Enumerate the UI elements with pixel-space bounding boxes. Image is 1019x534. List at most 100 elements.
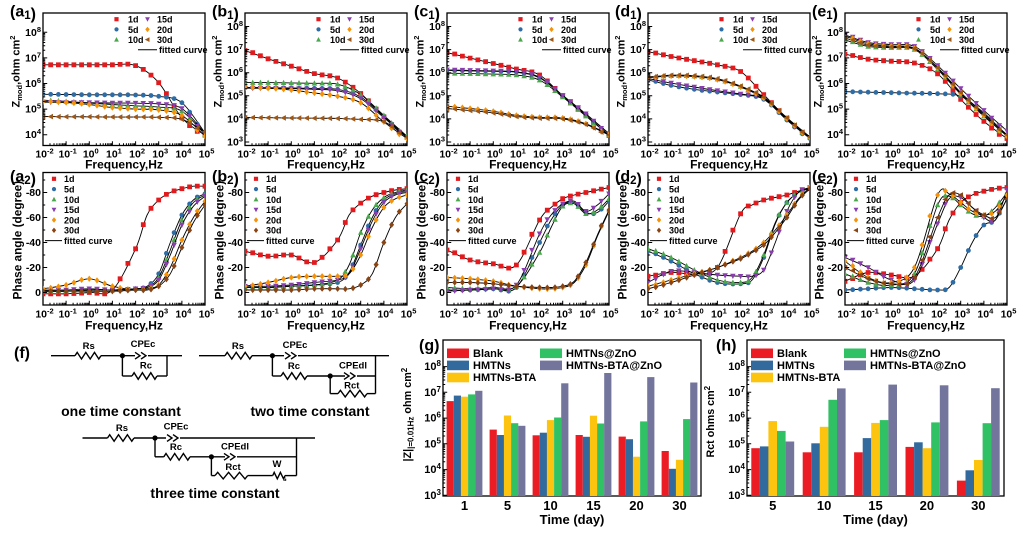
svg-text:20d: 20d (157, 25, 173, 35)
svg-text:-40: -40 (26, 237, 41, 249)
svg-text:Time (day): Time (day) (843, 512, 908, 527)
svg-text:s: s (283, 476, 287, 483)
svg-text:-80: -80 (631, 187, 646, 199)
svg-text:30d: 30d (64, 226, 80, 236)
svg-text:5: 5 (504, 498, 511, 513)
svg-text:Frequency,Hz: Frequency,Hz (690, 319, 768, 333)
svg-text:1d: 1d (128, 15, 139, 25)
svg-text:20: 20 (920, 498, 934, 513)
svg-text:Frequency,Hz: Frequency,Hz (287, 158, 365, 172)
svg-text:10d: 10d (532, 35, 548, 45)
svg-text:-60: -60 (430, 212, 445, 224)
svg-text:5d: 5d (669, 185, 680, 195)
svg-text:-40: -40 (631, 237, 646, 249)
svg-text:Time (day): Time (day) (540, 512, 605, 527)
svg-text:30: 30 (672, 498, 686, 513)
svg-text:-40: -40 (828, 237, 843, 249)
svg-text:Phase angle (degree): Phase angle (degree) (616, 181, 630, 300)
svg-text:three time constant: three time constant (150, 485, 279, 501)
svg-text:Phase angle (degree): Phase angle (degree) (813, 181, 827, 300)
svg-text:HMTNs-BTA: HMTNs-BTA (777, 372, 840, 384)
svg-text:Rct: Rct (344, 381, 360, 392)
svg-text:-20: -20 (26, 262, 41, 274)
svg-text:10: 10 (543, 498, 557, 513)
svg-text:30d: 30d (468, 226, 484, 236)
svg-text:10d: 10d (266, 195, 282, 205)
svg-text:Phase angle (degree): Phase angle (degree) (213, 181, 227, 300)
svg-text:1d: 1d (532, 15, 543, 25)
svg-text:0: 0 (837, 287, 843, 299)
svg-text:(a1): (a1) (10, 3, 36, 23)
svg-text:0: 0 (237, 287, 243, 299)
svg-text:HMTNs-BTA@ZnO: HMTNs-BTA@ZnO (870, 360, 967, 372)
svg-text:10d: 10d (733, 35, 749, 45)
svg-text:-60: -60 (631, 212, 646, 224)
svg-text:5d: 5d (64, 185, 75, 195)
svg-text:Rct: Rct (225, 462, 241, 473)
svg-text:20d: 20d (359, 25, 375, 35)
svg-text:fitted curve: fitted curve (159, 45, 208, 55)
svg-text:5d: 5d (266, 185, 277, 195)
svg-text:Frequency,Hz: Frequency,Hz (690, 158, 768, 172)
svg-text:15d: 15d (762, 15, 778, 25)
svg-text:-40: -40 (430, 237, 445, 249)
svg-text:20d: 20d (669, 215, 685, 225)
svg-text:1d: 1d (669, 174, 680, 184)
svg-text:CPEc: CPEc (164, 422, 189, 433)
svg-text:5d: 5d (733, 25, 744, 35)
svg-text:Rct ohms cm2: Rct ohms cm2 (703, 385, 717, 457)
svg-text:-60: -60 (26, 212, 41, 224)
svg-text:fitted curve: fitted curve (669, 236, 718, 246)
svg-text:Rs: Rs (83, 341, 95, 352)
svg-text:Blank: Blank (473, 348, 504, 360)
svg-text:30d: 30d (266, 226, 282, 236)
svg-text:15d: 15d (561, 15, 577, 25)
svg-text:W: W (273, 459, 282, 470)
svg-text:0: 0 (35, 287, 41, 299)
svg-text:Frequency,Hz: Frequency,Hz (489, 158, 567, 172)
svg-text:15d: 15d (959, 15, 975, 25)
svg-text:-80: -80 (828, 187, 843, 199)
svg-text:-80: -80 (430, 187, 445, 199)
svg-text:-80: -80 (26, 187, 41, 199)
svg-text:(b1): (b1) (212, 3, 239, 23)
svg-text:-20: -20 (828, 262, 843, 274)
svg-text:20d: 20d (266, 215, 282, 225)
svg-text:one time constant: one time constant (61, 403, 181, 419)
svg-text:5d: 5d (866, 185, 877, 195)
svg-text:HMTNs: HMTNs (473, 360, 511, 372)
svg-text:15d: 15d (468, 205, 484, 215)
svg-text:fitted curve: fitted curve (361, 45, 410, 55)
svg-text:1d: 1d (266, 174, 277, 184)
svg-text:15: 15 (868, 498, 882, 513)
svg-text:fitted curve: fitted curve (866, 236, 915, 246)
svg-text:10d: 10d (866, 195, 882, 205)
svg-text:Rc: Rc (140, 361, 152, 372)
svg-text:Rs: Rs (116, 423, 128, 434)
svg-text:0: 0 (439, 287, 445, 299)
svg-text:fitted curve: fitted curve (468, 236, 517, 246)
svg-text:-80: -80 (228, 187, 243, 199)
svg-text:(g): (g) (419, 338, 439, 355)
svg-text:20d: 20d (866, 215, 882, 225)
svg-text:5: 5 (769, 498, 776, 513)
svg-text:Frequency,Hz: Frequency,Hz (85, 158, 163, 172)
svg-text:1d: 1d (330, 15, 341, 25)
svg-text:30d: 30d (157, 35, 173, 45)
svg-text:1d: 1d (930, 15, 941, 25)
svg-text:5d: 5d (468, 185, 479, 195)
svg-text:(f): (f) (14, 345, 30, 362)
svg-text:5d: 5d (330, 25, 341, 35)
svg-text:Phase angle (degree): Phase angle (degree) (415, 181, 429, 300)
svg-text:(h): (h) (716, 338, 736, 355)
svg-text:-60: -60 (228, 212, 243, 224)
svg-text:15: 15 (586, 498, 600, 513)
svg-text:30d: 30d (959, 35, 975, 45)
svg-text:CPEc: CPEc (131, 339, 156, 350)
svg-text:Blank: Blank (777, 348, 808, 360)
svg-text:30d: 30d (359, 35, 375, 45)
svg-text:15d: 15d (866, 205, 882, 215)
svg-text:-20: -20 (430, 262, 445, 274)
svg-text:15d: 15d (266, 205, 282, 215)
svg-text:10d: 10d (64, 195, 80, 205)
